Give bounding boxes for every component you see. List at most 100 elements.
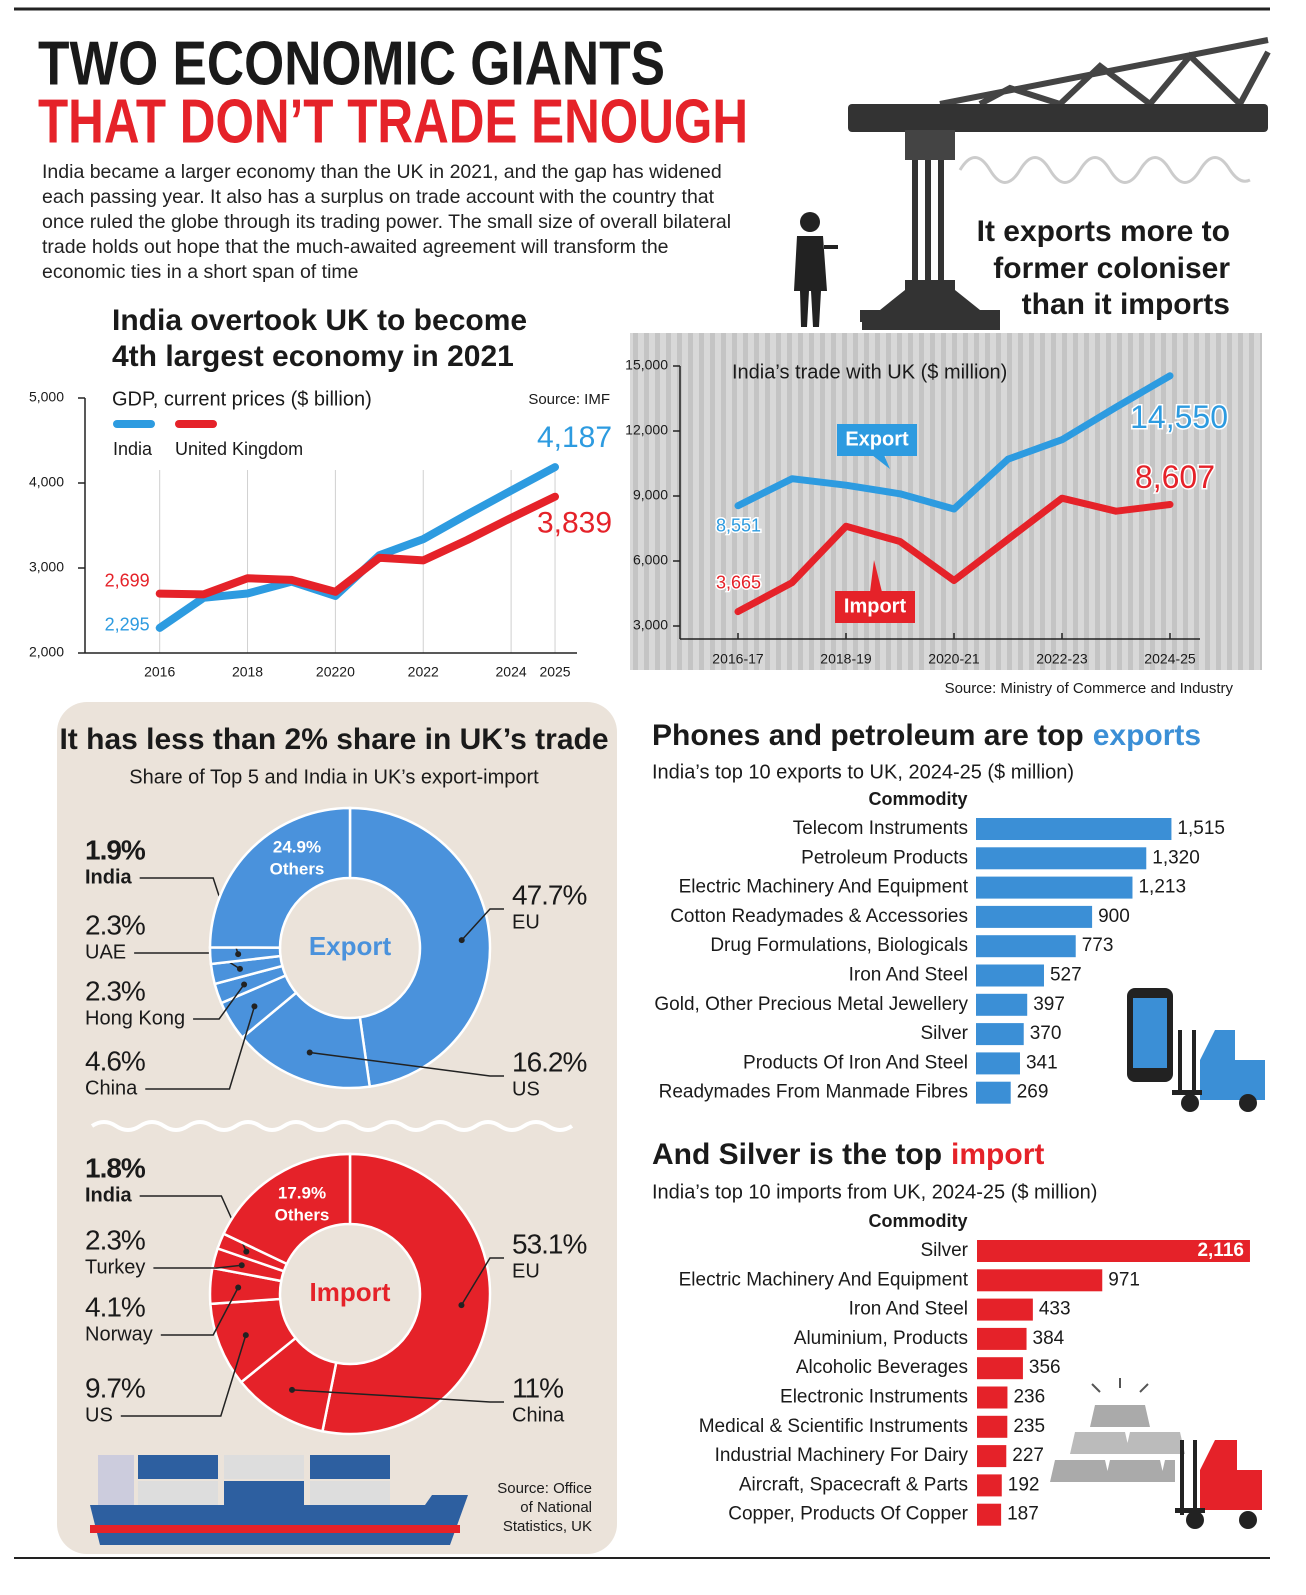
slice-name-label: EU xyxy=(512,911,540,933)
slice-pct-label: 16.2% xyxy=(512,1046,586,1077)
donut-slice xyxy=(221,1152,352,1266)
leader-line xyxy=(291,1389,504,1403)
x-tick-label: 2020-21 xyxy=(928,651,980,667)
slice-pct-label: 9.7% xyxy=(85,1372,145,1403)
bar xyxy=(976,935,1076,958)
value-label: 341 xyxy=(1026,1052,1058,1073)
value-label: 192 xyxy=(1008,1474,1040,1495)
leader-dot xyxy=(251,1003,258,1010)
slice-pct-label: 4.6% xyxy=(85,1045,145,1076)
line-series xyxy=(734,372,1174,513)
leader-line xyxy=(461,908,504,941)
chart-title: former coloniser xyxy=(993,252,1230,285)
x-tick-label: 2022 xyxy=(408,664,439,680)
leader-dot xyxy=(235,1284,242,1291)
series-tag-label: Export xyxy=(845,428,909,450)
value-label: 397 xyxy=(1033,994,1065,1015)
value-label: 4,187 xyxy=(537,421,612,454)
source: Source: IMF xyxy=(528,391,610,408)
category-label: Telecom Instruments xyxy=(793,818,968,839)
leader-dot xyxy=(241,981,248,988)
x-tick-label: 2022-23 xyxy=(1036,651,1088,667)
axis-label: Commodity xyxy=(869,1211,968,1231)
chart-title: It exports more to xyxy=(977,215,1230,248)
y-tick-label: 12,000 xyxy=(625,422,668,438)
bar xyxy=(977,1357,1023,1380)
slice-name-label: US xyxy=(512,1078,540,1100)
silver-forklift-illustration xyxy=(1050,1378,1262,1529)
category-label: Aircraft, Spacecraft & Parts xyxy=(739,1474,968,1495)
x-tick-label: 2025 xyxy=(539,664,570,680)
chart-title: 4th largest economy in 2021 xyxy=(112,340,514,373)
bar xyxy=(976,876,1133,899)
line-series xyxy=(155,463,559,632)
value-label: 356 xyxy=(1029,1357,1061,1378)
source: of National xyxy=(520,1499,592,1516)
leader-line xyxy=(160,1287,239,1336)
x-tick-label: 2024 xyxy=(496,664,527,680)
slice-name-label: Others xyxy=(275,1205,330,1224)
y-tick-label: 3,000 xyxy=(633,617,668,633)
value-label: 14,550 xyxy=(1130,399,1228,435)
leader-line xyxy=(120,1334,247,1417)
headline: THAT DON’T TRADE ENOUGH xyxy=(38,87,748,156)
x-tick-label: 2016 xyxy=(144,664,175,680)
donut-slice xyxy=(208,806,352,949)
slice-pct-label: 17.9% xyxy=(278,1183,326,1202)
chart-title: It has less than 2% share in UK’s trade xyxy=(59,723,608,756)
leader-line xyxy=(460,1257,504,1306)
chart-subtitle: India’s trade with UK ($ million) xyxy=(732,361,1007,383)
slice-pct-label: 1.8% xyxy=(85,1152,146,1183)
value-label: 527 xyxy=(1050,965,1082,986)
y-tick-label: 9,000 xyxy=(633,487,668,503)
chart-title: than it imports xyxy=(1022,288,1230,321)
x-tick-label: 20220 xyxy=(316,664,355,680)
slice-pct-label: 2.3% xyxy=(85,975,145,1006)
value-label: 187 xyxy=(1007,1504,1039,1525)
value-label: 1,515 xyxy=(1177,818,1225,839)
intro-text: India became a larger economy than the U… xyxy=(42,161,732,283)
series-tag-label: Import xyxy=(844,595,907,617)
leader-dot xyxy=(306,1049,313,1056)
slice-name-label: Others xyxy=(270,859,325,878)
category-label: Industrial Machinery For Dairy xyxy=(715,1445,969,1466)
bar xyxy=(977,1503,1002,1526)
leader-line xyxy=(309,1051,504,1077)
category-label: Iron And Steel xyxy=(849,1299,968,1320)
category-label: Drug Formulations, Biologicals xyxy=(710,935,968,956)
source: Source: Ministry of Commerce and Industr… xyxy=(945,680,1234,697)
value-label: 773 xyxy=(1082,935,1114,956)
separator xyxy=(90,1120,574,1132)
slice-name-label: Norway xyxy=(85,1323,153,1345)
value-label: 2,699 xyxy=(105,570,150,590)
x-tick-label: 2018-19 xyxy=(820,651,872,667)
value-label: 1,320 xyxy=(1152,847,1200,868)
y-tick-label: 15,000 xyxy=(625,357,668,373)
category-label: Alcoholic Beverages xyxy=(796,1357,968,1378)
slice-name-label: Hong Kong xyxy=(85,1007,185,1029)
value-label: 227 xyxy=(1012,1445,1044,1466)
category-label: Iron And Steel xyxy=(849,965,968,986)
bar xyxy=(977,1415,1008,1438)
leader-dot xyxy=(289,1386,296,1393)
y-tick-label: 3,000 xyxy=(29,559,64,575)
title-text: Phones and petroleum are top xyxy=(652,719,1084,752)
slice-pct-label: 2.3% xyxy=(85,1224,145,1255)
series-tag xyxy=(835,591,915,623)
legend-label: India xyxy=(113,439,153,459)
value-label: 236 xyxy=(1013,1387,1045,1408)
y-tick-label: 5,000 xyxy=(29,389,64,405)
leader-line xyxy=(153,1264,242,1269)
value-label: 2,295 xyxy=(105,615,150,635)
slice-name-label: EU xyxy=(512,1260,540,1282)
value-label: 3,665 xyxy=(716,572,761,592)
slice-name-label: Turkey xyxy=(85,1256,145,1278)
value-label: 2,116 xyxy=(1197,1240,1244,1261)
value-label: 900 xyxy=(1098,906,1130,927)
title-text: And Silver is the top xyxy=(652,1138,942,1171)
value-label: 269 xyxy=(1017,1082,1049,1103)
slice-pct-label: 2.3% xyxy=(85,909,145,940)
axis-label: Commodity xyxy=(869,789,968,809)
leader-dot xyxy=(236,965,243,972)
line-series xyxy=(155,492,559,599)
